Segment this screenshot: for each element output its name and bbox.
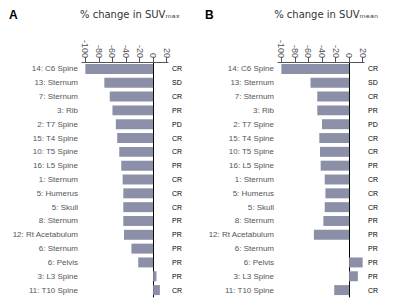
svg-text:5: Skull: 5: Skull: [248, 203, 274, 212]
svg-text:14: C6 Spine: 14: C6 Spine: [228, 64, 275, 73]
svg-text:13: Sternum: 13: Sternum: [34, 78, 78, 87]
svg-text:10: T5 Spine: 10: T5 Spine: [229, 147, 275, 156]
svg-text:B: B: [205, 8, 214, 22]
svg-text:8: Sternum: 8: Sternum: [39, 216, 78, 225]
svg-text:2: T7 Spine: 2: T7 Spine: [233, 120, 274, 129]
svg-text:PR: PR: [368, 107, 378, 114]
svg-text:PR: PR: [172, 162, 182, 169]
svg-text:6: Sternum: 6: Sternum: [235, 244, 274, 253]
svg-text:PR: PR: [368, 217, 378, 224]
svg-text:PR: PR: [368, 245, 378, 252]
svg-text:3: L3 Spine: 3: L3 Spine: [38, 272, 79, 281]
svg-text:0: 0: [344, 53, 354, 58]
svg-text:CR: CR: [172, 176, 182, 183]
svg-text:% change in SUVₘₐₓ: % change in SUVₘₐₓ: [80, 9, 180, 20]
svg-text:% change in SUVₘₑₐₙ: % change in SUVₘₑₐₙ: [274, 9, 378, 20]
svg-text:PD: PD: [368, 121, 378, 128]
svg-text:3: Rib: 3: Rib: [57, 106, 78, 115]
svg-text:PR: PR: [172, 259, 182, 266]
svg-text:16: L5 Spine: 16: L5 Spine: [229, 161, 274, 170]
svg-text:-100: -100: [276, 40, 286, 58]
svg-text:7: Sternum: 7: Sternum: [39, 92, 78, 101]
svg-text:SD: SD: [172, 79, 182, 86]
svg-text:1: Sternum: 1: Sternum: [39, 175, 78, 184]
svg-text:12: Rt Acetabulum: 12: Rt Acetabulum: [209, 230, 275, 239]
svg-text:CR: CR: [172, 148, 182, 155]
svg-text:6: Pelvis: 6: Pelvis: [244, 258, 274, 267]
svg-text:CR: CR: [368, 287, 378, 294]
svg-text:20: 20: [358, 48, 368, 58]
svg-text:PR: PR: [368, 273, 378, 280]
svg-text:7: Sternum: 7: Sternum: [235, 92, 274, 101]
svg-text:CR: CR: [172, 65, 182, 72]
svg-text:CR: CR: [368, 93, 378, 100]
svg-text:PR: PR: [172, 107, 182, 114]
svg-text:-60: -60: [303, 45, 313, 58]
svg-text:8: Sternum: 8: Sternum: [235, 216, 274, 225]
svg-text:2: T7 Spine: 2: T7 Spine: [37, 120, 78, 129]
svg-text:5: Humerus: 5: Humerus: [233, 189, 274, 198]
svg-text:PR: PR: [172, 245, 182, 252]
svg-text:13: Sternum: 13: Sternum: [230, 78, 274, 87]
svg-text:20: 20: [162, 48, 172, 58]
svg-text:CR: CR: [368, 204, 378, 211]
svg-text:CR: CR: [172, 287, 182, 294]
svg-text:PR: PR: [368, 162, 378, 169]
svg-text:-40: -40: [317, 45, 327, 58]
svg-text:CR: CR: [368, 190, 378, 197]
svg-text:CR: CR: [172, 190, 182, 197]
svg-text:-20: -20: [331, 45, 341, 58]
svg-text:6: Sternum: 6: Sternum: [39, 244, 78, 253]
svg-text:-80: -80: [94, 45, 104, 58]
svg-text:6: Pelvis: 6: Pelvis: [48, 258, 78, 267]
svg-text:PR: PR: [172, 231, 182, 238]
svg-text:CR: CR: [368, 148, 378, 155]
svg-text:-20: -20: [135, 45, 145, 58]
svg-text:0: 0: [148, 53, 158, 58]
svg-text:1: Sternum: 1: Sternum: [235, 175, 274, 184]
svg-text:16: L5 Spine: 16: L5 Spine: [33, 161, 78, 170]
svg-text:CR: CR: [172, 93, 182, 100]
svg-text:3: Rib: 3: Rib: [253, 106, 274, 115]
svg-text:10: T5 Spine: 10: T5 Spine: [33, 147, 79, 156]
svg-text:14: C6 Spine: 14: C6 Spine: [32, 64, 79, 73]
svg-text:15: T4 Spine: 15: T4 Spine: [229, 134, 275, 143]
svg-text:5: Skull: 5: Skull: [52, 203, 78, 212]
svg-text:PD: PD: [172, 121, 182, 128]
svg-text:CR: CR: [368, 176, 378, 183]
svg-text:11: T10 Spine: 11: T10 Spine: [225, 286, 275, 295]
svg-text:A: A: [9, 8, 18, 22]
svg-text:PR: PR: [368, 259, 378, 266]
svg-text:CR: CR: [172, 135, 182, 142]
svg-text:SD: SD: [368, 79, 378, 86]
svg-text:CR: CR: [172, 204, 182, 211]
svg-text:CR: CR: [368, 135, 378, 142]
svg-text:11: T10 Spine: 11: T10 Spine: [29, 286, 79, 295]
svg-text:PR: PR: [172, 273, 182, 280]
svg-text:12: Rt Acetabulum: 12: Rt Acetabulum: [13, 230, 79, 239]
svg-text:-40: -40: [121, 45, 131, 58]
svg-text:-60: -60: [107, 45, 117, 58]
svg-text:5: Humerus: 5: Humerus: [37, 189, 78, 198]
svg-text:PR: PR: [172, 217, 182, 224]
svg-text:-100: -100: [80, 40, 90, 58]
svg-text:CR: CR: [368, 65, 378, 72]
svg-text:3: L3 Spine: 3: L3 Spine: [234, 272, 275, 281]
svg-text:15: T4 Spine: 15: T4 Spine: [33, 134, 79, 143]
svg-text:PR: PR: [368, 231, 378, 238]
svg-text:-80: -80: [290, 45, 300, 58]
